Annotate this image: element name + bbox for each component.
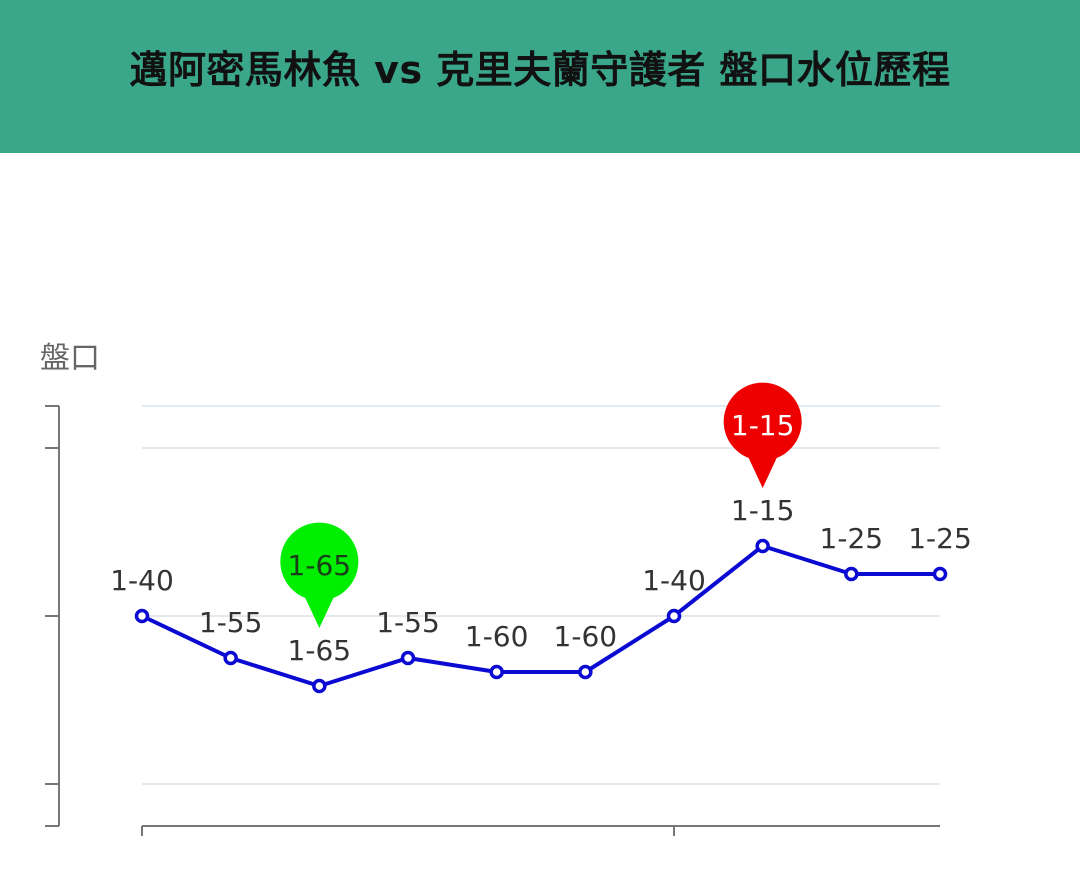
- data-label: 1-55: [199, 606, 263, 639]
- data-point: [400, 650, 416, 666]
- marker-pin-max: [280, 522, 359, 628]
- data-point: [223, 650, 238, 666]
- data-label: 1-15: [731, 494, 795, 527]
- y-axis-title: 盤口: [40, 341, 100, 376]
- page-title: 邁阿密馬林魚 vs 克里夫蘭守護者 盤口水位歷程: [129, 48, 951, 92]
- data-point: [489, 664, 504, 680]
- data-point: [755, 538, 770, 554]
- data-point: [578, 664, 593, 680]
- data-point: [312, 678, 327, 694]
- line-chart: 1-40 1-55 1-65 1-55 1-60 1-60 1-40 1-15 1-25 1-25…: [45, 382, 972, 836]
- data-label: 1-40: [642, 564, 706, 597]
- data-label: 1-60: [554, 620, 618, 653]
- data-point: [134, 608, 150, 624]
- data-point: [844, 566, 859, 582]
- data-label: 1-65: [288, 634, 352, 667]
- marker-label-min: 1-15: [731, 409, 795, 442]
- data-label: 1-25: [820, 522, 884, 555]
- marker-pin-min: [723, 382, 802, 488]
- marker-label-max: 1-65: [288, 549, 352, 582]
- data-label: 1-40: [110, 564, 174, 597]
- title-bar: 邁阿密馬林魚 vs 克里夫蘭守護者 盤口水位歷程: [0, 0, 1080, 153]
- series-line: [141, 544, 940, 688]
- data-label: 1-55: [376, 606, 440, 639]
- data-label: 1-60: [465, 620, 529, 653]
- data-label: 1-25: [908, 522, 972, 555]
- data-point: [666, 608, 682, 624]
- data-point: [932, 566, 948, 582]
- chart-area: 盤口 1-40 1-55 1-65 1-55 1-60 1-60 1-40 1-15 1-25 1…: [0, 153, 1080, 878]
